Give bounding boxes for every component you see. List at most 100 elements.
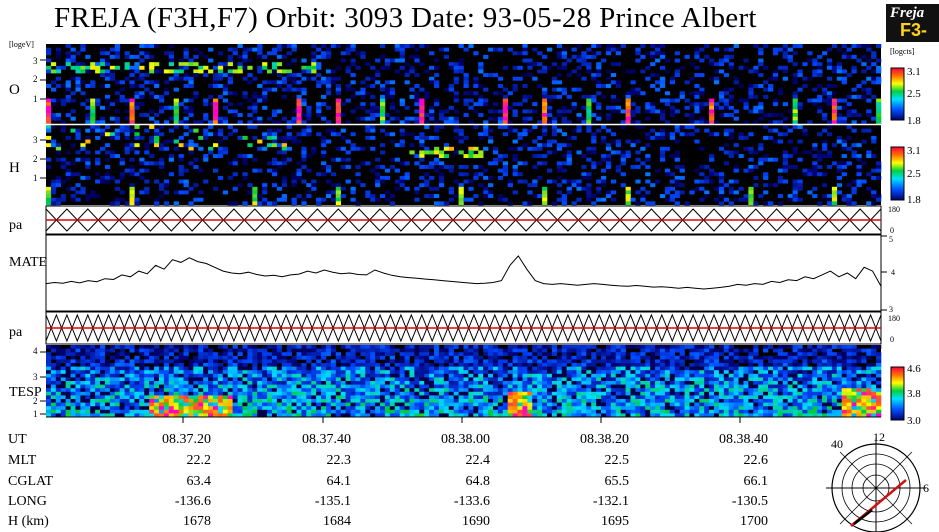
h-heatmap-cell (345, 165, 351, 169)
tesp-heatmap-cell (473, 391, 479, 396)
h-heatmap-cell (679, 168, 685, 173)
tesp-heatmap-cell (60, 381, 66, 385)
tesp-heatmap-cell (95, 409, 101, 414)
tesp-heatmap-cell (478, 399, 484, 403)
h-heatmap-cell (316, 132, 322, 137)
tesp-heatmap-cell (183, 406, 189, 411)
h-heatmap-cell (46, 190, 52, 195)
o-heatmap-cell (728, 62, 734, 67)
o-heatmap-cell (380, 87, 386, 92)
tesp-heatmap-cell (252, 359, 258, 364)
h-heatmap-cell (380, 175, 386, 180)
h-heatmap-cell (46, 157, 52, 162)
tesp-heatmap-cell (213, 391, 219, 396)
o-heatmap-cell (70, 65, 76, 70)
tesp-heatmap-cell (242, 406, 248, 411)
tesp-heatmap-cell (605, 352, 612, 357)
o-heatmap-cell (483, 87, 489, 92)
h-heatmap-cell (561, 132, 567, 137)
tesp-heatmap-cell (566, 370, 572, 375)
tesp-heatmap-cell (50, 409, 57, 414)
tesp-heatmap-cell (325, 348, 332, 353)
tesp-heatmap-cell (419, 402, 425, 407)
h-heatmap-cell (542, 132, 548, 137)
tesp-heatmap-cell (340, 402, 346, 407)
tesp-heatmap-cell (129, 406, 135, 411)
tesp-heatmap-cell (129, 345, 135, 349)
o-heatmap-cell (856, 58, 862, 63)
tesp-heatmap-cell (124, 413, 130, 418)
tesp-heatmap-cell (203, 359, 209, 364)
h-heatmap-cell (571, 183, 577, 188)
tesp-heatmap-cell (213, 384, 219, 389)
tesp-heatmap-cell (208, 363, 214, 367)
tesp-heatmap-cell (581, 388, 587, 393)
h-heatmap-cell (777, 139, 784, 144)
o-heatmap-cell (876, 98, 882, 103)
h-heatmap-cell (709, 172, 715, 177)
o-heatmap-cell (826, 94, 833, 99)
h-heatmap-cell (512, 190, 518, 195)
h-heatmap-cell (203, 135, 209, 140)
h-heatmap-cell (517, 132, 523, 137)
tesp-heatmap-cell (473, 413, 479, 418)
tesp-heatmap-cell (217, 345, 224, 349)
tesp-heatmap-cell (134, 366, 140, 371)
tesp-heatmap-cell (640, 406, 646, 411)
o-heatmap-cell (836, 62, 842, 67)
o-heatmap-cell (316, 109, 322, 114)
tesp-heatmap-cell (625, 366, 631, 371)
tesp-heatmap-cell (615, 409, 621, 414)
h-heatmap-cell (183, 179, 189, 184)
tesp-heatmap-cell (46, 402, 52, 407)
o-heatmap-cell (728, 98, 734, 103)
h-heatmap-cell (438, 172, 445, 177)
o-heatmap-cell (168, 51, 174, 56)
tesp-heatmap-cell (296, 388, 302, 393)
tesp-heatmap-cell (139, 348, 145, 353)
tesp-heatmap-cell (124, 359, 130, 364)
tesp-heatmap-cell (635, 402, 641, 407)
h-heatmap-cell (551, 139, 558, 144)
h-heatmap-cell (458, 190, 464, 195)
h-heatmap-cell (46, 201, 52, 206)
h-heatmap-cell (46, 186, 52, 191)
o-heatmap-cell (561, 51, 567, 56)
tesp-heatmap-cell (463, 399, 469, 403)
tesp-heatmap-cell (168, 359, 174, 364)
h-heatmap-cell (65, 135, 71, 140)
h-heatmap-cell (846, 201, 852, 206)
o-heatmap-cell (561, 87, 567, 92)
tesp-heatmap-cell (168, 381, 174, 385)
o-heatmap-cell (380, 116, 386, 121)
tesp-heatmap-cell (80, 399, 86, 403)
o-heatmap-cell (183, 76, 189, 81)
tesp-heatmap-cell (345, 363, 351, 367)
o-heatmap-cell (188, 80, 194, 85)
tesp-heatmap-cell (625, 406, 631, 411)
tesp-heatmap-cell (365, 399, 371, 403)
h-heatmap-cell (46, 143, 52, 148)
tesp-heatmap-cell (502, 413, 508, 418)
o-heatmap-cell (610, 98, 617, 103)
tesp-heatmap-cell (429, 409, 435, 414)
h-heatmap-cell (748, 201, 754, 206)
h-heatmap-cell (65, 175, 71, 180)
tesp-heatmap-cell (419, 406, 425, 411)
tesp-heatmap-cell (380, 413, 386, 418)
tesp-heatmap-cell (576, 366, 582, 371)
tesp-heatmap-cell (443, 355, 450, 360)
tesp-heatmap-cell (492, 409, 499, 414)
o-heatmap-cell (355, 51, 361, 56)
tesp-heatmap-cell (630, 377, 636, 382)
h-heatmap-cell (532, 183, 538, 188)
o-heatmap-cell (876, 44, 882, 48)
tesp-heatmap-cell (517, 355, 523, 360)
tesp-heatmap-cell (271, 352, 278, 357)
h-heatmap-cell (512, 168, 518, 173)
tesp-heatmap-cell (340, 384, 346, 389)
tesp-heatmap-cell (551, 409, 558, 414)
tesp-heatmap-cell (473, 352, 479, 357)
h-heatmap-cell (419, 132, 425, 137)
h-heatmap-cell (119, 172, 125, 177)
